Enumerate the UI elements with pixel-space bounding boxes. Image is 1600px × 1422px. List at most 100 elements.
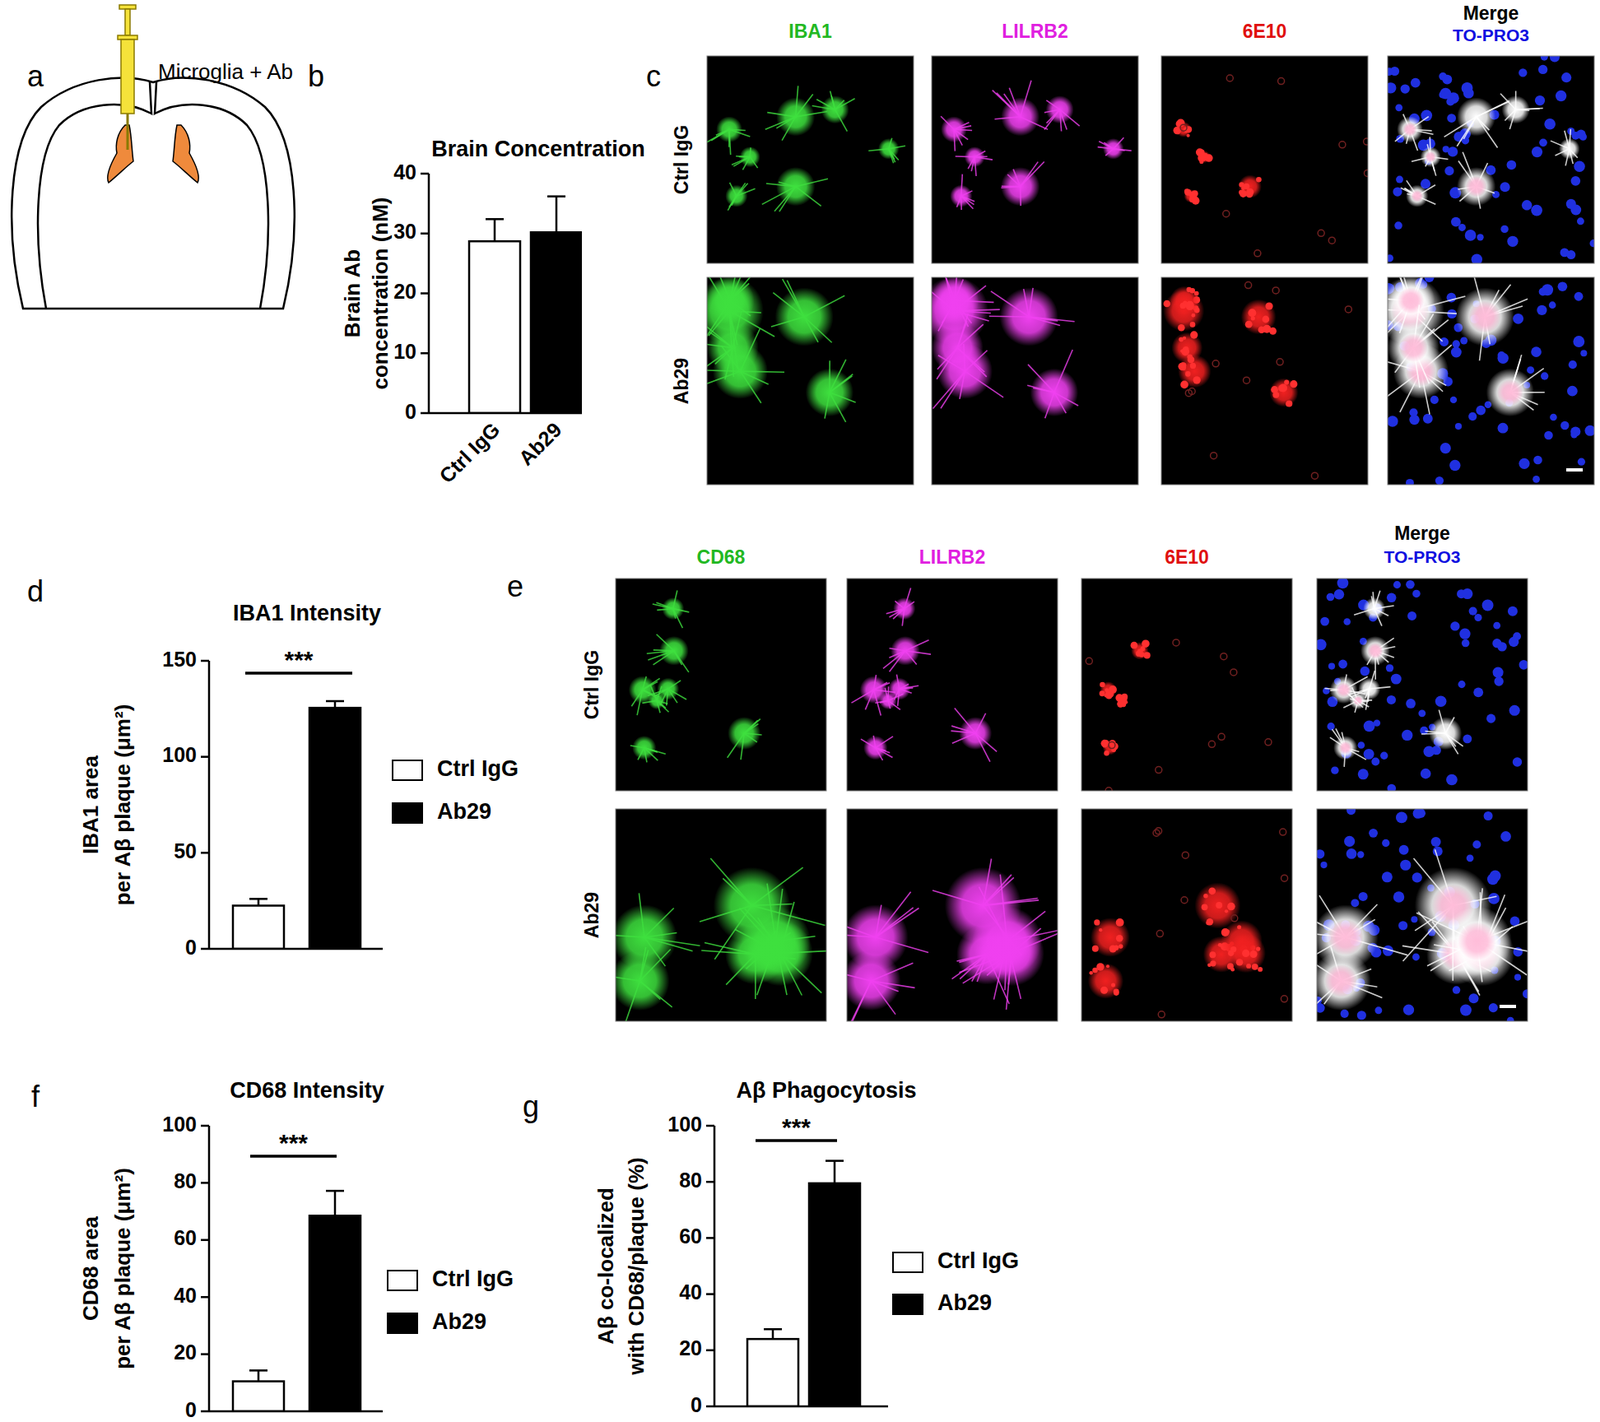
cell-blob xyxy=(888,678,911,701)
nucleus xyxy=(1539,139,1548,148)
micrograph-frame xyxy=(931,55,1139,264)
nucleus xyxy=(1455,423,1462,430)
y-tick-label: 80 xyxy=(173,1169,197,1193)
cell-blob xyxy=(706,321,759,374)
nucleus xyxy=(1412,872,1423,883)
plaque-speck xyxy=(1255,176,1262,183)
nucleus xyxy=(1544,118,1556,131)
nucleus xyxy=(1512,313,1524,325)
nucleus xyxy=(1548,301,1557,309)
plaque-speck xyxy=(1200,154,1207,162)
nucleus xyxy=(1358,768,1369,780)
chart-title: Brain Concentration xyxy=(431,136,646,162)
plaque-speck xyxy=(1186,129,1191,133)
plaque-speck xyxy=(1180,302,1187,309)
cell-blob xyxy=(1046,95,1075,124)
nucleus xyxy=(1446,113,1456,123)
plaque-speck xyxy=(1190,321,1196,328)
faint-cell xyxy=(1272,287,1280,294)
nucleus xyxy=(1405,698,1416,709)
plaque-speck xyxy=(1177,362,1186,371)
error-cap xyxy=(825,1159,844,1163)
plaque-speck xyxy=(1182,336,1187,340)
x-axis xyxy=(209,948,383,951)
micrograph-frame xyxy=(1161,277,1368,485)
plaque-speck xyxy=(1092,945,1099,953)
micrograph-frame xyxy=(846,809,1058,1022)
faint-cell xyxy=(1220,653,1228,661)
cell-blob xyxy=(1358,678,1381,701)
cell-blob xyxy=(1441,906,1512,977)
y-tick-label: 100 xyxy=(667,1112,703,1136)
faint-cell xyxy=(1226,74,1233,82)
plaque-speck xyxy=(1289,380,1298,388)
faint-cell xyxy=(1223,210,1230,218)
nucleus xyxy=(1430,395,1439,405)
plaque-blob xyxy=(1469,300,1502,333)
nucleus xyxy=(1368,828,1378,838)
error-bar xyxy=(334,1190,337,1216)
nucleus xyxy=(1381,839,1390,847)
nucleus xyxy=(1468,412,1477,421)
plaque-speck xyxy=(1163,300,1172,308)
y-tick xyxy=(706,1293,715,1296)
bar xyxy=(232,906,284,950)
micrograph-bg xyxy=(1161,277,1368,485)
y-axis-label: IBA1 area xyxy=(78,754,103,854)
chart-title: IBA1 Intensity xyxy=(232,600,382,626)
nucleus xyxy=(1395,176,1404,184)
nucleus xyxy=(1418,709,1426,717)
nucleus xyxy=(1435,695,1447,707)
legend-label: Ctrl IgG xyxy=(437,756,519,782)
nucleus xyxy=(1570,431,1577,438)
plaque-speck xyxy=(1270,386,1279,394)
plaque-speck xyxy=(1248,308,1257,317)
plaque-speck xyxy=(1093,919,1100,926)
plaque-speck xyxy=(1209,951,1217,959)
plaque-speck xyxy=(1190,313,1196,318)
plaque-speck xyxy=(1098,928,1103,932)
nucleus xyxy=(1493,667,1504,679)
nucleus xyxy=(1508,637,1519,647)
plaque-speck xyxy=(1191,195,1198,201)
legend-swatch xyxy=(387,1270,418,1291)
micrograph xyxy=(931,277,1139,485)
faint-cell xyxy=(1210,452,1218,460)
micrograph-bg xyxy=(1161,55,1368,264)
micrograph-frame xyxy=(706,55,914,264)
nucleus xyxy=(1452,986,1461,995)
y-tick-label: 80 xyxy=(679,1168,703,1192)
nucleus xyxy=(1380,752,1388,760)
cell-blob xyxy=(940,116,968,143)
plaque-speck xyxy=(1246,963,1252,969)
micrograph-bg xyxy=(846,578,1058,791)
micrograph xyxy=(1387,55,1595,264)
plaque-blob xyxy=(1465,176,1488,198)
cell-blob xyxy=(958,716,992,750)
nucleus xyxy=(1390,66,1400,76)
micrograph-bg xyxy=(1081,578,1293,791)
micrograph-bg xyxy=(706,55,914,264)
nucleus xyxy=(1459,628,1470,640)
nucleus xyxy=(1450,621,1460,631)
nucleus xyxy=(1462,734,1472,744)
nucleus xyxy=(1506,236,1518,247)
nucleus xyxy=(1320,617,1330,627)
micrograph-frame xyxy=(1387,55,1595,264)
nucleus xyxy=(1390,674,1402,685)
plaque-speck xyxy=(1179,362,1187,370)
nucleus xyxy=(1493,622,1501,630)
nucleus xyxy=(1472,840,1481,849)
micrograph-frame xyxy=(1387,277,1595,485)
nucleus xyxy=(1489,870,1502,883)
legend-swatch xyxy=(387,1313,418,1334)
nucleus xyxy=(1514,973,1521,981)
micrograph-bg xyxy=(1081,809,1293,1022)
brain-outline xyxy=(11,78,294,309)
nucleus xyxy=(1357,851,1364,858)
nucleus xyxy=(1555,90,1567,102)
nucleus xyxy=(1474,613,1482,622)
y-axis-label: per Aβ plaque (μm²) xyxy=(110,1167,135,1370)
plaque-speck xyxy=(1104,688,1109,693)
cell-blob xyxy=(890,636,921,666)
